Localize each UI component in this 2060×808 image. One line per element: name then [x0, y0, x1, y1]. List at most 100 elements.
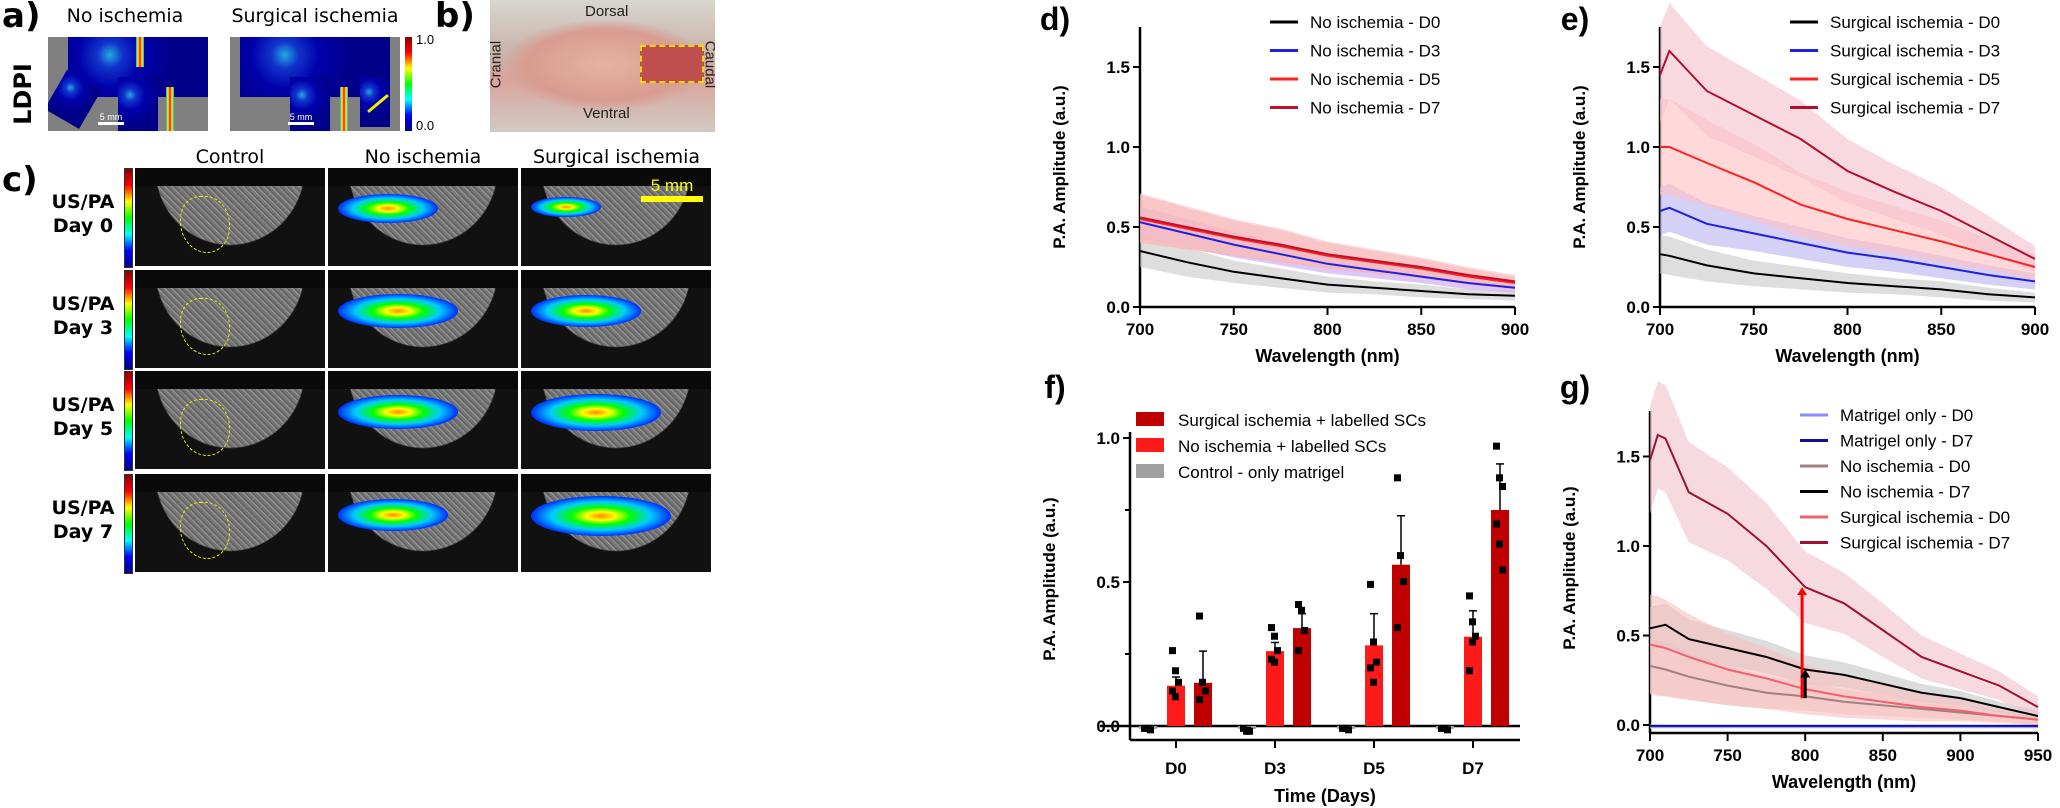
- series-line: [1139, 216, 1516, 283]
- x-tick-label: 850: [1869, 746, 1897, 765]
- x-tick-label: D3: [1264, 759, 1286, 778]
- data-point: [1472, 632, 1479, 640]
- pa-signal: [338, 499, 448, 531]
- data-point: [1370, 678, 1377, 686]
- y-tick-label: 1.5: [1616, 448, 1640, 467]
- column-title-no-ischemia: No ischemia: [364, 146, 482, 168]
- data-point: [1394, 624, 1401, 632]
- us-pa-image: [521, 474, 711, 572]
- panel-d-label: d): [1040, 1, 1070, 37]
- series-line: [1659, 49, 2036, 260]
- pa-signal: [338, 194, 438, 223]
- legend-label: Control - only matrigel: [1178, 463, 1344, 482]
- data-point: [1466, 667, 1473, 675]
- y-tick-label: 0.0: [1106, 298, 1130, 317]
- legend-label: Surgical ischemia - D3: [1830, 42, 2000, 61]
- legend-label: No ischemia + labelled SCs: [1178, 437, 1386, 456]
- caudal-label: Caudal: [701, 40, 715, 89]
- x-tick-label: 750: [1713, 746, 1741, 765]
- x-tick-label: D5: [1363, 759, 1385, 778]
- data-point: [1496, 540, 1503, 548]
- series-band: [1650, 603, 2038, 722]
- us-pa-image: [135, 270, 325, 368]
- series-line: [1139, 250, 1516, 297]
- panel-g-label: g): [1560, 369, 1590, 405]
- us-pa-image: [328, 371, 518, 469]
- x-tick-label: 700: [1126, 320, 1154, 339]
- roi-box: [640, 45, 704, 83]
- y-tick-label: 0.5: [1096, 573, 1120, 592]
- roi-outline: [180, 298, 230, 355]
- pa-signal: [338, 294, 458, 329]
- y-axis-label: P.A. Amplitude (a.u.): [1040, 497, 1059, 660]
- series-line: [1659, 206, 2036, 283]
- row-label-day-0: US/PA Day 0: [48, 190, 118, 238]
- data-point: [1202, 687, 1209, 695]
- y-tick-label: 0.5: [1106, 218, 1130, 237]
- y-tick-label: 0.0: [1616, 716, 1640, 735]
- data-point: [1268, 624, 1275, 632]
- row-label-line1: US/PA: [51, 191, 115, 213]
- pa-signal: [531, 394, 661, 432]
- legend-swatch: [1136, 438, 1164, 452]
- colorbar-max-label: 1.0: [416, 32, 435, 47]
- data-point: [1172, 693, 1179, 701]
- data-point: [1493, 520, 1500, 528]
- data-point: [1169, 687, 1176, 695]
- y-tick-label: 1.0: [1096, 429, 1120, 448]
- pa-signal: [338, 395, 458, 430]
- x-tick-label: 700: [1646, 320, 1674, 339]
- data-point: [1367, 664, 1374, 672]
- bar: [1293, 628, 1311, 726]
- cranial-label: Cranial: [490, 40, 505, 89]
- row-label-line2: Day 7: [52, 521, 114, 543]
- ldpi-title-surgical-ischemia: Surgical ischemia: [231, 5, 399, 27]
- x-tick-label: 850: [1927, 320, 1955, 339]
- legend-label: No ischemia - D7: [1840, 483, 1970, 502]
- legend-label: No ischemia - D0: [1310, 13, 1440, 32]
- series-line: [1139, 218, 1516, 284]
- data-point: [1295, 647, 1302, 655]
- chart-g: g) 0.0 0.5 1.0 1.5 P.A. Amplitude (a.u.) 700 75…: [1560, 369, 2052, 792]
- data-point: [1367, 580, 1374, 588]
- row-label-line1: US/PA: [51, 394, 115, 416]
- chart-d: d) 0.0 0.5 1.0 1.5 P.A. Amplitude (a.u.) 700 75…: [1040, 1, 1529, 366]
- legend-swatch: [1136, 464, 1164, 478]
- us-pa-image: [135, 371, 325, 469]
- us-pa-image: [521, 371, 711, 469]
- legend-label: Surgical ischemia - D7: [1840, 534, 2010, 553]
- panel-c-label: c): [2, 160, 38, 200]
- x-tick-label: 850: [1407, 320, 1435, 339]
- data-point: [1295, 601, 1302, 609]
- ldpi-title-no-ischemia: No ischemia: [66, 5, 184, 27]
- series-line: [1659, 253, 2036, 299]
- x-tick-label: 700: [1636, 746, 1664, 765]
- row-label-line2: Day 5: [52, 418, 114, 440]
- y-axis-label: P.A. Amplitude (a.u.): [1570, 85, 1589, 248]
- roi-outline: [180, 399, 230, 456]
- data-point: [1199, 678, 1206, 686]
- pa-colorbar: [124, 270, 133, 370]
- data-point: [1169, 647, 1176, 655]
- row-label-day-1: US/PA Day 3: [48, 292, 118, 340]
- data-point: [1147, 726, 1154, 734]
- data-point: [1373, 658, 1380, 666]
- x-tick-label: 950: [2024, 746, 2052, 765]
- series-band: [1140, 193, 1515, 288]
- ldpi-image-no-ischemia: 5 mm: [48, 37, 208, 131]
- legend-label: No ischemia - D7: [1310, 99, 1440, 118]
- panel-e-label: e): [1561, 1, 1589, 37]
- data-point: [1196, 696, 1203, 704]
- data-point: [1493, 442, 1500, 450]
- scale-bar: 5 mm: [98, 112, 124, 125]
- data-point: [1301, 626, 1308, 634]
- data-point: [1370, 638, 1377, 646]
- data-point: [1271, 632, 1278, 640]
- y-tick-label: 1.5: [1626, 58, 1650, 77]
- legend-label: Surgical ischemia - D0: [1840, 508, 2010, 527]
- us-pa-image: [328, 168, 518, 266]
- data-point: [1271, 658, 1278, 666]
- series-line: [1649, 623, 2039, 718]
- row-label-line1: US/PA: [51, 293, 115, 315]
- data-point: [1196, 612, 1203, 620]
